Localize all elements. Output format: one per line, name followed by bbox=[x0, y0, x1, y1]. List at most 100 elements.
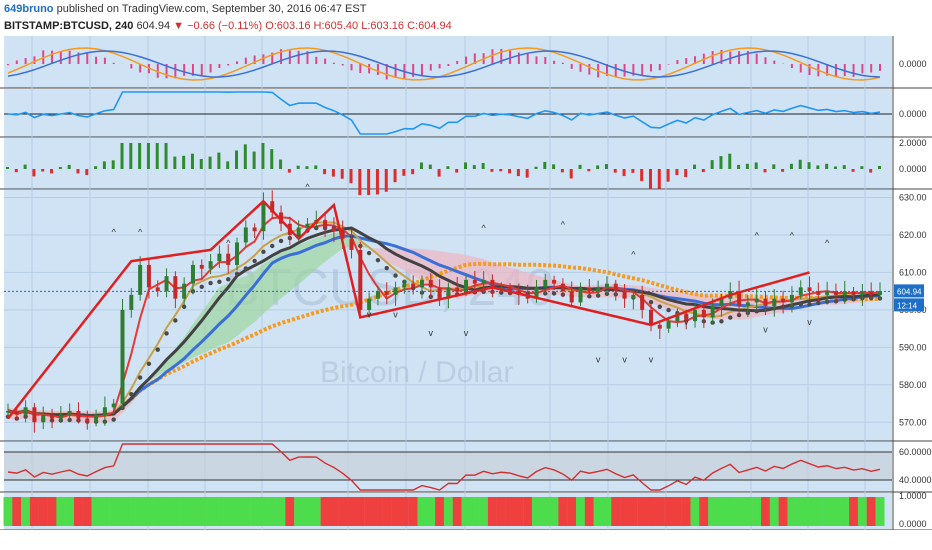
candle-body bbox=[367, 298, 372, 310]
osc3-histogram-bar bbox=[833, 166, 837, 169]
osc3-histogram-bar bbox=[446, 166, 450, 169]
state-band-cell bbox=[382, 497, 392, 526]
osc3-histogram-bar bbox=[6, 167, 9, 169]
rsi-tick: 60.0000 bbox=[899, 447, 932, 457]
candle-body bbox=[648, 309, 653, 325]
state-band-cell bbox=[699, 497, 709, 526]
author-link[interactable]: 649bruno bbox=[4, 3, 54, 15]
osc3-histogram-bar bbox=[50, 169, 54, 174]
osc3-histogram-bar bbox=[226, 161, 230, 169]
candle-body bbox=[860, 291, 865, 295]
candle-body bbox=[587, 287, 592, 292]
osc3-histogram-bar bbox=[604, 164, 608, 169]
state-band-cell bbox=[56, 497, 66, 526]
y-tick-label: 620.00 bbox=[899, 230, 927, 240]
state-band-cell bbox=[73, 497, 83, 526]
state-band-cell bbox=[170, 497, 180, 526]
candle-body bbox=[789, 294, 794, 303]
state-band-cell bbox=[752, 497, 762, 526]
candle-body bbox=[252, 227, 257, 232]
pane-osc3-bg bbox=[4, 138, 892, 189]
x-axis-bg bbox=[0, 530, 932, 550]
state-band-cell bbox=[214, 497, 224, 526]
candle-body bbox=[737, 291, 742, 307]
osc3-histogram-bar bbox=[287, 169, 291, 173]
state-band-cell bbox=[716, 497, 726, 526]
state-band-cell bbox=[549, 497, 559, 526]
osc3-histogram-bar bbox=[217, 152, 221, 169]
state-band-cell bbox=[443, 497, 453, 526]
trail-dot bbox=[807, 302, 812, 307]
state-band-cell bbox=[162, 497, 172, 526]
candle-body bbox=[455, 287, 460, 292]
osc3-histogram-bar bbox=[516, 169, 520, 177]
trail-dot bbox=[208, 280, 213, 286]
state-band-cell bbox=[294, 497, 304, 526]
candle-body bbox=[358, 249, 363, 310]
trail-dot bbox=[719, 319, 724, 324]
candle-body bbox=[657, 324, 662, 329]
osc3-histogram-bar bbox=[252, 151, 256, 169]
trail-dot bbox=[816, 300, 821, 306]
osc3-histogram-bar bbox=[754, 162, 758, 169]
candle-body bbox=[384, 291, 389, 295]
candle-body bbox=[217, 253, 222, 262]
trail-dot bbox=[728, 315, 733, 320]
y-tick-label: 570.00 bbox=[899, 417, 927, 427]
candle-body bbox=[279, 212, 284, 224]
osc3-histogram-bar bbox=[640, 169, 644, 182]
state-band-cell bbox=[831, 497, 841, 526]
osc3-histogram-bar bbox=[543, 161, 547, 169]
state-band-cell bbox=[593, 497, 603, 526]
publish-info: published on TradingView.com, September … bbox=[56, 3, 367, 15]
candle-body bbox=[833, 291, 838, 295]
state-band-cell bbox=[743, 497, 753, 526]
cloud-segment bbox=[254, 263, 264, 322]
osc3-histogram-bar bbox=[120, 143, 124, 169]
state-band-cell bbox=[849, 497, 859, 526]
candle-body bbox=[32, 407, 37, 423]
osc3-histogram-bar bbox=[710, 160, 714, 169]
candle-body bbox=[472, 279, 477, 284]
state-band-cell bbox=[787, 497, 797, 526]
state-band-cell bbox=[637, 497, 647, 526]
candle-body bbox=[85, 418, 90, 423]
state-band-cell bbox=[655, 497, 665, 526]
rsi-tick: 40.0000 bbox=[899, 475, 932, 485]
cloud-segment bbox=[298, 241, 308, 285]
candle-body bbox=[235, 242, 240, 265]
candle-body bbox=[173, 276, 178, 299]
state-band-cell bbox=[276, 497, 286, 526]
state-band-cell bbox=[100, 497, 110, 526]
trail-dot bbox=[278, 238, 284, 244]
state-band-cell bbox=[3, 497, 13, 526]
osc3-histogram-bar bbox=[358, 169, 362, 195]
osc3-histogram-bar bbox=[825, 163, 829, 169]
pane-osc2-bg bbox=[4, 89, 892, 137]
osc3-histogram-bar bbox=[67, 164, 71, 169]
candle-body bbox=[807, 287, 812, 292]
candle-body bbox=[138, 264, 143, 295]
osc1-tick: 0.0000 bbox=[899, 59, 927, 69]
candle-body bbox=[754, 298, 759, 303]
state-band-cell bbox=[505, 497, 515, 526]
fractal-down-marker: v bbox=[763, 324, 768, 334]
trail-dot bbox=[366, 250, 372, 256]
publish-line: 649bruno published on TradingView.com, S… bbox=[4, 3, 366, 15]
fractal-up-marker: ^ bbox=[561, 219, 566, 229]
osc3-histogram-bar bbox=[323, 169, 327, 175]
trail-dot bbox=[226, 277, 231, 282]
state-band-cell bbox=[391, 497, 401, 526]
state-band-cell bbox=[796, 497, 806, 526]
cloud-segment bbox=[281, 248, 290, 299]
osc3-histogram-bar bbox=[666, 169, 670, 182]
fractal-up-marker: ^ bbox=[790, 231, 795, 241]
fractal-down-marker: v bbox=[649, 354, 654, 364]
state-band-cell bbox=[531, 497, 541, 526]
osc1-signal-line bbox=[7, 47, 881, 81]
osc3-histogram-bar bbox=[869, 169, 873, 173]
candle-body bbox=[340, 231, 345, 239]
bar-timer-label: 12:14 bbox=[897, 301, 918, 310]
state-band-cell bbox=[734, 497, 744, 526]
candle-body bbox=[666, 321, 671, 329]
